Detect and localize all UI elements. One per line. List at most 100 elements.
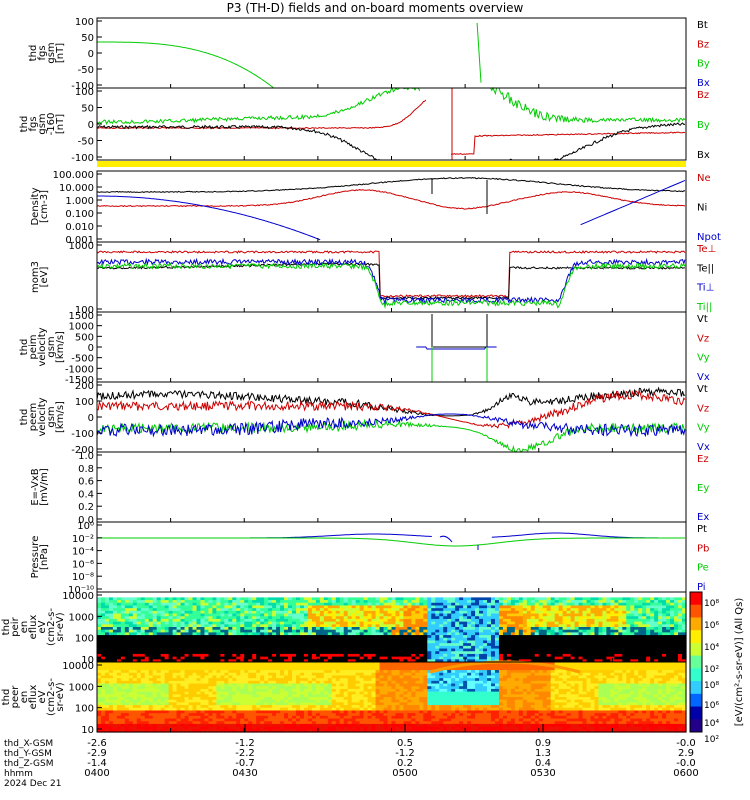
peir-spectrogram-cell	[415, 651, 420, 655]
peir-spectrogram-cell	[483, 629, 488, 633]
peer-spectrogram-cell	[176, 729, 182, 733]
peir-spectrogram-cell	[487, 600, 492, 604]
peer-spectrogram-cell	[124, 726, 130, 730]
peir-spectrogram-cell	[451, 645, 456, 650]
peir-spectrogram-cell	[522, 645, 528, 650]
peir-spectrogram-cell	[610, 594, 615, 598]
peir-spectrogram-cell	[335, 656, 341, 660]
peir-spectrogram-cell	[327, 594, 333, 598]
peir-spectrogram-cell	[371, 632, 377, 636]
peir-spectrogram-cell	[423, 602, 428, 607]
peir-spectrogram-cell	[670, 643, 675, 647]
peir-spectrogram-cell	[188, 602, 194, 607]
peir-spectrogram-cell	[228, 608, 233, 612]
peer-spectrogram-cell	[216, 721, 221, 725]
peer-spectrogram-cell	[268, 680, 273, 685]
peer-spectrogram-cell	[160, 672, 166, 677]
peer-spectrogram-cell	[216, 672, 221, 677]
peir-spectrogram-cell	[546, 651, 552, 655]
peir-spectrogram-cell	[140, 597, 146, 601]
peir-spectrogram-cell	[284, 608, 289, 612]
peir-spectrogram-cell	[594, 610, 600, 615]
peer-spectrogram-cell	[188, 726, 194, 730]
peir-spectrogram-cell	[124, 648, 130, 652]
peir-spectrogram-cell	[371, 618, 377, 623]
peer-spectrogram-cell	[152, 707, 158, 712]
peir-spectrogram-cell	[331, 632, 337, 636]
peir-spectrogram-cell	[359, 645, 365, 650]
peir-spectrogram-cell	[654, 605, 659, 609]
peer-spectrogram-cell	[196, 694, 202, 698]
peir-spectrogram-cell	[606, 594, 611, 598]
peir-spectrogram-cell	[626, 659, 631, 663]
peer-spectrogram-cell	[140, 713, 146, 717]
peir-spectrogram-cell	[399, 592, 405, 596]
peer-spectrogram-cell	[148, 710, 154, 714]
peer-spectrogram-cell	[104, 718, 110, 722]
peir-spectrogram-cell	[228, 592, 233, 596]
peir-spectrogram-cell	[658, 659, 663, 663]
peir-spectrogram-cell	[319, 648, 325, 652]
peer-spectrogram-cell	[148, 718, 154, 722]
peir-spectrogram-cell	[295, 629, 301, 633]
peir-spectrogram-cell	[268, 645, 273, 650]
peir-spectrogram-cell	[315, 608, 321, 612]
peir-spectrogram-cell	[307, 640, 313, 644]
peir-spectrogram-cell	[574, 648, 580, 652]
peer-spectrogram-cell	[192, 662, 198, 666]
peer-spectrogram-cell	[268, 697, 273, 701]
peer-spectrogram-cell	[128, 691, 134, 695]
peir-spectrogram-cell	[602, 637, 608, 642]
peir-spectrogram-cell	[630, 645, 635, 650]
peir-spectrogram-cell	[355, 640, 361, 644]
peir-spectrogram-cell	[483, 627, 488, 631]
peir-spectrogram-cell	[252, 594, 257, 598]
peir-spectrogram-cell	[475, 616, 480, 620]
peir-spectrogram-cell	[295, 610, 301, 615]
peir-spectrogram-cell	[375, 653, 381, 658]
peir-spectrogram-cell	[284, 618, 289, 623]
peir-spectrogram-cell	[443, 637, 448, 642]
peir-spectrogram-cell	[391, 624, 397, 628]
peir-spectrogram-cell	[494, 605, 500, 609]
peir-spectrogram-cell	[411, 621, 416, 625]
peir-spectrogram-cell	[682, 613, 687, 617]
peir-spectrogram-cell	[148, 648, 154, 652]
peir-spectrogram-cell	[224, 616, 229, 620]
peir-spectrogram-cell	[610, 632, 615, 636]
peir-spectrogram-cell	[375, 643, 381, 647]
peir-spectrogram-cell	[538, 594, 544, 598]
peer-spectrogram-cell	[97, 694, 102, 698]
peir-spectrogram-cell	[97, 621, 102, 625]
peir-spectrogram-cell	[327, 629, 333, 633]
peer-spectrogram-cell	[232, 670, 237, 674]
peer-spectrogram-cell	[264, 688, 269, 693]
peir-spectrogram-cell	[658, 605, 663, 609]
peir-spectrogram-cell	[363, 613, 369, 617]
peir-spectrogram-cell	[582, 616, 588, 620]
peir-spectrogram-cell	[658, 640, 663, 644]
peir-spectrogram-cell	[164, 653, 170, 658]
peir-spectrogram-cell	[276, 605, 281, 609]
peir-spectrogram-cell	[510, 605, 516, 609]
peir-spectrogram-cell	[538, 600, 544, 604]
peir-spectrogram-cell	[610, 621, 615, 625]
peir-spectrogram-cell	[323, 618, 329, 623]
peir-spectrogram-cell	[459, 624, 464, 628]
peir-spectrogram-cell	[347, 653, 353, 658]
peir-spectrogram-cell	[152, 594, 158, 598]
peir-spectrogram-cell	[319, 656, 325, 660]
peer-spectrogram-cell	[116, 670, 122, 674]
peir-spectrogram-cell	[471, 594, 476, 598]
peir-spectrogram-cell	[144, 640, 150, 644]
peir-spectrogram-cell	[518, 618, 524, 623]
peir-spectrogram-cell	[423, 640, 428, 644]
peer-spectrogram-cell	[108, 694, 114, 698]
peir-spectrogram-cell	[319, 592, 325, 596]
peer-spectrogram-cell	[192, 672, 198, 677]
peer-spectrogram-cell	[240, 718, 245, 722]
peir-spectrogram-cell	[112, 621, 118, 625]
peir-spectrogram-cell	[554, 648, 560, 652]
peir-spectrogram-cell	[124, 659, 130, 663]
peir-spectrogram-cell	[164, 608, 170, 612]
